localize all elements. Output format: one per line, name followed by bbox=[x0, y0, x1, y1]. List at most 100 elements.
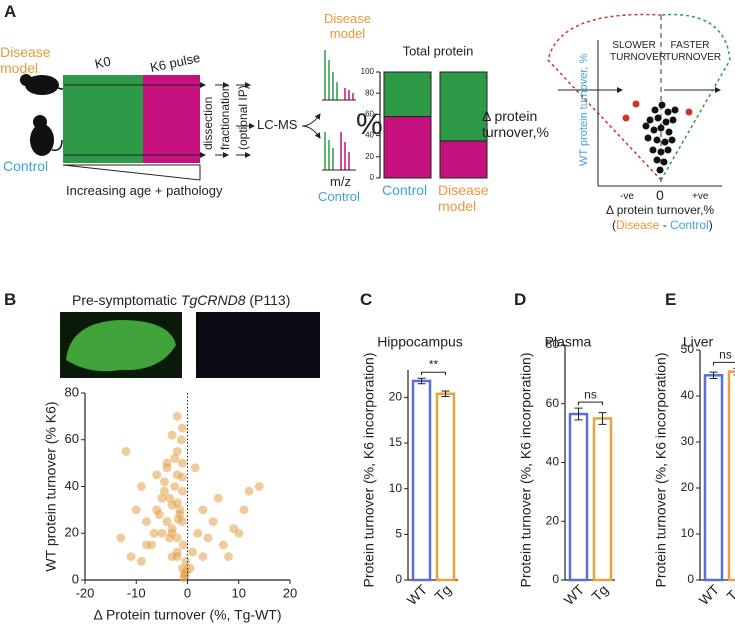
point bbox=[165, 533, 175, 543]
point bbox=[167, 524, 177, 534]
k0-block bbox=[63, 75, 143, 163]
point bbox=[172, 547, 182, 557]
panel-label: B bbox=[4, 290, 17, 309]
y-tick-label: 60 bbox=[365, 110, 374, 119]
y-tick-label: 20 bbox=[389, 390, 403, 404]
y-tick-label: 15 bbox=[389, 435, 403, 449]
point bbox=[173, 514, 183, 524]
x-tick-label: 0 bbox=[184, 585, 191, 600]
x-tick-label: Tg bbox=[431, 581, 454, 604]
label: Δ protein turnover,% bbox=[482, 108, 549, 141]
point bbox=[172, 498, 182, 508]
text: ( bbox=[612, 218, 616, 232]
panel-header: Pre-symptomatic TgCRND8 (P113) bbox=[72, 292, 290, 308]
x-tick-label: -10 bbox=[127, 585, 146, 600]
label: +ve bbox=[692, 191, 709, 202]
label: LC-MS bbox=[257, 117, 298, 132]
point bbox=[170, 453, 180, 463]
text: - bbox=[659, 218, 671, 232]
text: ) bbox=[708, 218, 713, 232]
point bbox=[176, 435, 186, 445]
label: Increasing age + pathology bbox=[66, 183, 223, 198]
point bbox=[121, 446, 131, 456]
label: % bbox=[356, 108, 383, 141]
y-tick-label: 80 bbox=[546, 337, 560, 351]
text: TgCRND8 bbox=[180, 292, 246, 308]
point bbox=[159, 486, 169, 496]
label: (Disease - Control) bbox=[612, 218, 713, 233]
x-tick-label: Tg bbox=[588, 581, 611, 604]
y-tick-label: 40 bbox=[546, 455, 560, 469]
point bbox=[229, 524, 239, 534]
bar bbox=[727, 370, 735, 582]
label: -ve bbox=[620, 191, 634, 202]
error-bar bbox=[598, 412, 607, 425]
point bbox=[157, 493, 167, 503]
brain-tissue bbox=[66, 320, 176, 372]
label: WT protein turnover, % bbox=[578, 53, 590, 166]
chart-title: Plasma bbox=[545, 334, 592, 350]
point bbox=[159, 477, 169, 487]
point bbox=[162, 458, 172, 468]
y-tick-label: 0 bbox=[395, 572, 402, 586]
label: Control bbox=[318, 189, 360, 204]
x-tick-label: Control bbox=[382, 182, 428, 198]
y-tick-label: 20 bbox=[546, 513, 560, 527]
point bbox=[179, 573, 189, 583]
cone-schematic bbox=[547, 13, 731, 187]
point bbox=[157, 528, 167, 538]
x-tick-label: 10 bbox=[232, 585, 246, 600]
y-axis-label: WT protein turnover (% K6) bbox=[43, 401, 59, 571]
point bbox=[177, 423, 187, 433]
point bbox=[165, 493, 175, 503]
point bbox=[198, 505, 208, 515]
significance-bracket bbox=[421, 371, 446, 376]
point bbox=[254, 482, 264, 491]
label: SLOWER TURNOVER bbox=[610, 40, 667, 63]
y-tick-label: 0 bbox=[370, 173, 375, 182]
y-tick-label: 80 bbox=[65, 384, 79, 399]
x-tick-label: -20 bbox=[76, 585, 95, 600]
chart-title: Hippocampus bbox=[377, 334, 463, 350]
bar-segment bbox=[439, 71, 488, 142]
significance-bracket bbox=[578, 401, 603, 406]
label: Disease model bbox=[324, 11, 371, 41]
bar bbox=[592, 417, 613, 582]
significance-bracket bbox=[713, 361, 735, 366]
point bbox=[177, 486, 187, 496]
point bbox=[136, 556, 146, 566]
chart-title: Total protein bbox=[403, 43, 474, 58]
y-tick-label: 80 bbox=[365, 88, 374, 97]
spectra bbox=[322, 50, 356, 171]
point bbox=[181, 566, 191, 576]
point bbox=[213, 493, 223, 503]
y-tick-label: 20 bbox=[65, 525, 79, 540]
y-axis-label: Protein turnover (%, K6 incorporation) bbox=[361, 353, 377, 588]
significance-label: ** bbox=[429, 357, 439, 371]
label: (optional IP) bbox=[236, 85, 250, 150]
error-bar bbox=[574, 407, 583, 421]
bar-segment bbox=[383, 116, 432, 179]
point bbox=[152, 470, 162, 480]
y-tick-label: 60 bbox=[546, 396, 560, 410]
point bbox=[142, 517, 151, 527]
point bbox=[239, 505, 249, 515]
bar bbox=[703, 374, 724, 582]
y-tick-label: 30 bbox=[681, 434, 695, 448]
label: Disease model bbox=[0, 44, 51, 77]
y-tick-label: 0 bbox=[72, 571, 79, 586]
point bbox=[149, 528, 159, 538]
error-bar bbox=[709, 371, 718, 380]
x-tick-label: 20 bbox=[283, 585, 297, 600]
y-tick-label: 10 bbox=[389, 481, 403, 495]
point bbox=[224, 552, 233, 562]
y-tick-label: 10 bbox=[681, 526, 695, 540]
text: Disease bbox=[616, 218, 660, 232]
point bbox=[136, 482, 146, 491]
label: m/z bbox=[330, 174, 351, 189]
bar bbox=[411, 379, 432, 582]
y-tick-label: 60 bbox=[65, 431, 79, 446]
x-tick-label: Disease model bbox=[438, 182, 489, 215]
